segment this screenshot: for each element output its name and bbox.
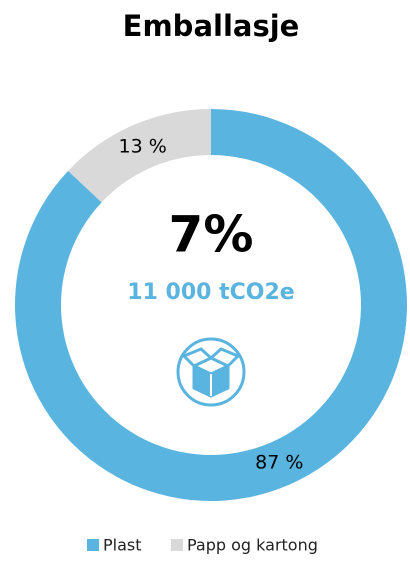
data-label: 13 % — [119, 136, 167, 158]
box-icon — [176, 337, 246, 407]
donut-segment — [68, 109, 211, 203]
legend-swatch — [171, 539, 183, 551]
legend-swatch — [87, 539, 99, 551]
legend-label: Plast — [103, 536, 142, 555]
center-value: 7% — [169, 206, 254, 264]
chart-title: Emballasje — [123, 9, 300, 43]
data-label: 87 % — [255, 451, 303, 473]
center-subtitle: 11 000 tCO2e — [127, 280, 294, 305]
legend-label: Papp og kartong — [187, 536, 318, 555]
